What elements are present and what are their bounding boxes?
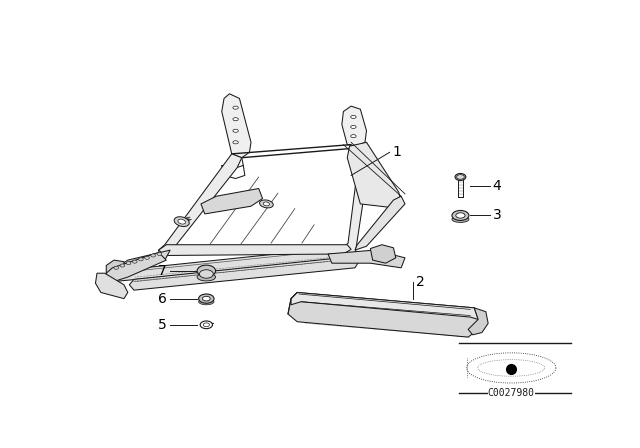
Text: C0027980: C0027980 [488,388,535,397]
Ellipse shape [126,262,131,265]
Text: 1: 1 [393,145,401,159]
Ellipse shape [260,200,273,208]
Polygon shape [109,250,170,282]
Polygon shape [342,106,367,146]
Text: 4: 4 [493,179,502,193]
Ellipse shape [456,213,465,218]
Ellipse shape [456,175,464,179]
Polygon shape [348,142,401,208]
Polygon shape [371,245,396,263]
Ellipse shape [452,211,469,220]
Ellipse shape [198,299,214,305]
Polygon shape [106,252,166,283]
Ellipse shape [198,294,214,303]
Ellipse shape [233,141,238,144]
Ellipse shape [151,254,156,257]
Ellipse shape [139,258,143,261]
Polygon shape [342,142,371,255]
Ellipse shape [178,219,186,224]
Ellipse shape [233,129,238,132]
Ellipse shape [351,115,356,118]
Ellipse shape [233,106,238,109]
Ellipse shape [455,173,466,181]
Text: 7: 7 [158,264,167,278]
Polygon shape [201,189,262,214]
Ellipse shape [114,266,118,269]
Text: 2: 2 [416,275,424,289]
Ellipse shape [120,264,125,267]
Ellipse shape [233,118,238,121]
Polygon shape [291,293,478,319]
Polygon shape [355,196,405,250]
Ellipse shape [197,265,216,277]
Polygon shape [106,260,124,281]
Ellipse shape [157,252,162,255]
Polygon shape [109,248,340,282]
Ellipse shape [200,270,213,278]
Text: 6: 6 [158,292,167,306]
Polygon shape [129,256,359,290]
Polygon shape [468,308,488,335]
Polygon shape [288,293,482,337]
Ellipse shape [452,216,469,222]
Ellipse shape [263,202,269,206]
Ellipse shape [202,296,210,301]
Polygon shape [159,154,242,258]
Text: 5: 5 [158,318,167,332]
Text: 3: 3 [493,208,502,223]
Polygon shape [159,245,351,255]
Ellipse shape [145,256,149,259]
Ellipse shape [200,321,212,329]
Ellipse shape [132,260,137,263]
Ellipse shape [174,217,189,227]
Polygon shape [95,273,128,299]
Polygon shape [221,94,251,158]
Ellipse shape [351,134,356,138]
Ellipse shape [351,125,356,129]
Polygon shape [328,250,405,268]
Ellipse shape [197,273,216,281]
Ellipse shape [204,323,209,327]
